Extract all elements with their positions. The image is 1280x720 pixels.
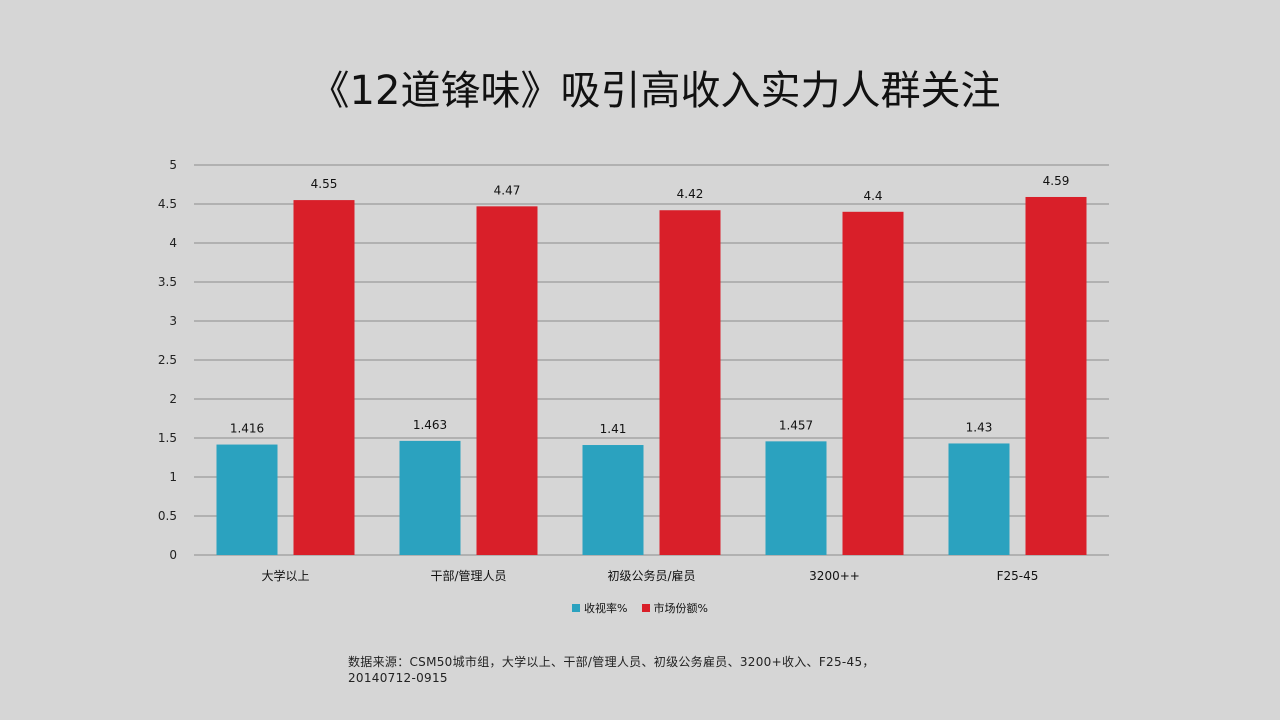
bar-market-share: [1025, 196, 1087, 556]
bar-market-share: [293, 200, 355, 555]
y-tick-label: 0.5: [158, 509, 177, 523]
bar-market-share: [842, 211, 904, 556]
data-label: 1.463: [413, 418, 447, 432]
y-tick-label: 3: [169, 314, 177, 328]
data-label: 4.47: [494, 183, 521, 197]
data-label: 4.59: [1043, 174, 1070, 188]
y-tick-label: 0: [169, 548, 177, 562]
bar-viewership: [765, 441, 827, 555]
y-tick-label: 5: [169, 158, 177, 172]
y-tick-label: 1.5: [158, 431, 177, 445]
y-tick-label: 2: [169, 392, 177, 406]
legend-swatch-viewership: [572, 604, 581, 612]
bar-viewership: [216, 444, 278, 555]
bar-market-share: [659, 210, 721, 556]
page-title: 《12道锋味》吸引高收入实力人群关注: [309, 68, 1001, 114]
bar-chart: 00.511.522.533.544.551.4164.55大学以上1.4634…: [158, 158, 1109, 583]
y-tick-label: 4: [169, 236, 177, 250]
y-tick-label: 3.5: [158, 275, 177, 289]
bar-viewership: [399, 440, 461, 555]
x-category-label: 初级公务员/雇员: [607, 568, 695, 583]
bar-viewership: [582, 445, 644, 555]
legend-label-viewership: 收视率%: [584, 602, 628, 615]
y-tick-label: 4.5: [158, 197, 177, 211]
data-label: 1.41: [600, 422, 627, 436]
legend-item-market-share: 市场份额%: [641, 600, 708, 616]
x-category-label: 干部/管理人员: [430, 568, 506, 583]
y-tick-label: 2.5: [158, 353, 177, 367]
chart-legend: 收视率% 市场份额%: [0, 600, 1280, 616]
x-category-label: F25-45: [997, 569, 1039, 583]
legend-label-market-share: 市场份额%: [653, 602, 708, 615]
source-note: 数据来源：CSM50城市组，大学以上、干部/管理人员、初级公务雇员、3200+收…: [348, 655, 875, 685]
data-label: 4.55: [311, 177, 338, 191]
legend-item-viewership: 收视率%: [572, 600, 628, 616]
data-label: 4.42: [677, 187, 704, 201]
y-tick-label: 1: [169, 470, 177, 484]
legend-swatch-market-share: [641, 604, 650, 612]
bar-viewership: [948, 443, 1010, 555]
bar-market-share: [476, 206, 538, 555]
x-category-label: 大学以上: [261, 568, 309, 583]
data-label: 1.43: [966, 420, 993, 434]
data-label: 4.4: [863, 189, 882, 203]
data-label: 1.416: [230, 422, 264, 436]
x-category-label: 3200++: [809, 569, 860, 583]
data-label: 1.457: [779, 418, 813, 432]
